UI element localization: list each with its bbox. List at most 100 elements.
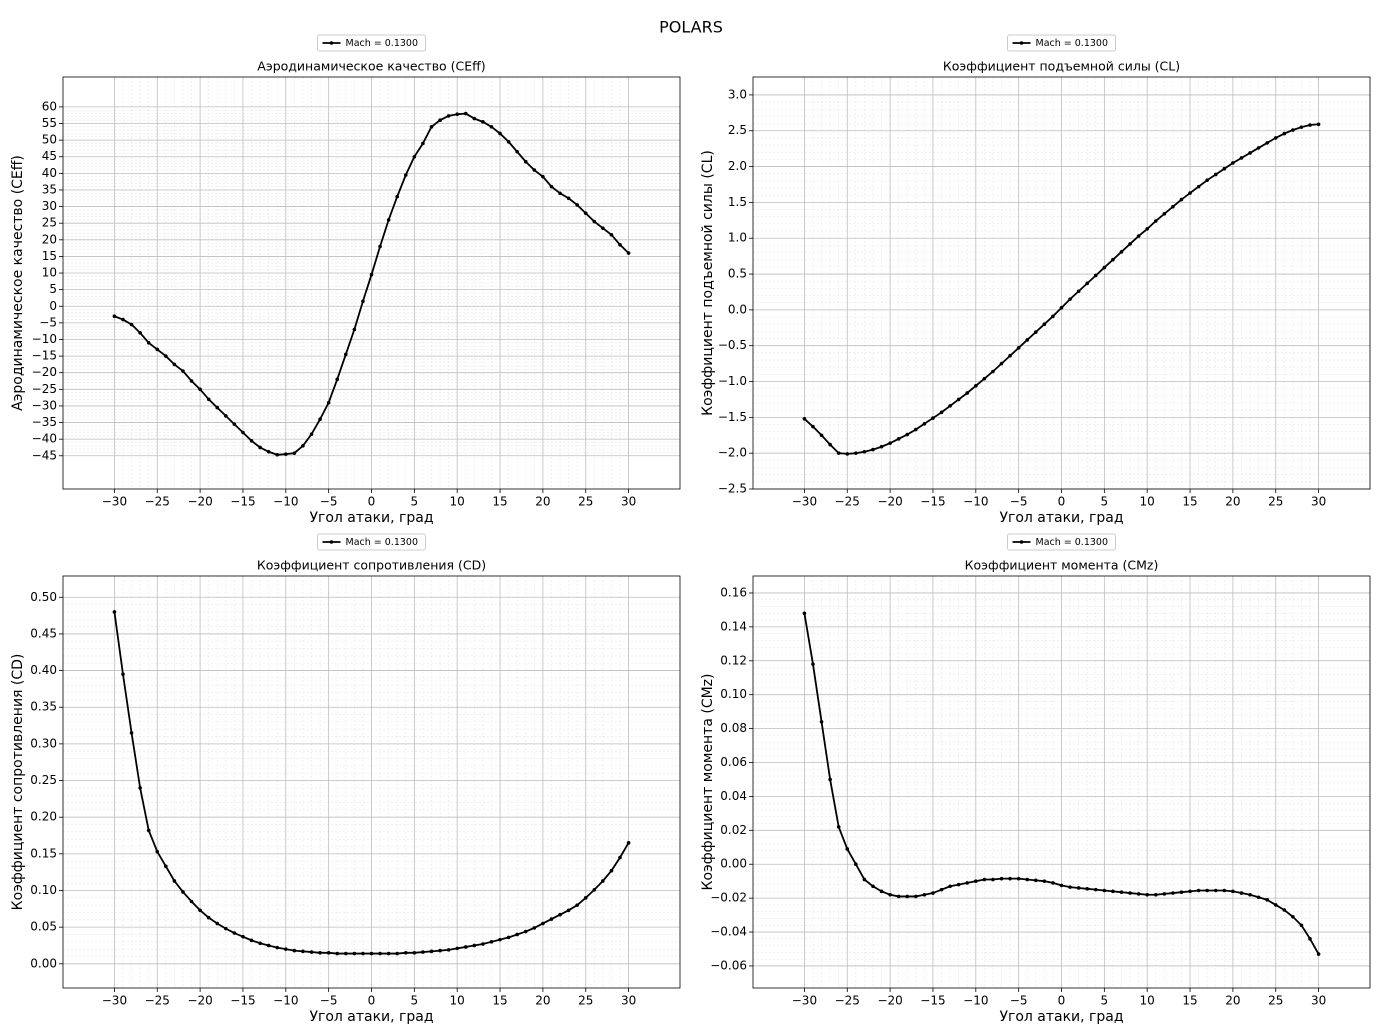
x-tick-label: 10 bbox=[1140, 495, 1155, 509]
point bbox=[549, 184, 554, 189]
point bbox=[931, 891, 935, 895]
x-tick-label: 25 bbox=[578, 994, 593, 1008]
point bbox=[1128, 242, 1132, 246]
point bbox=[819, 433, 824, 438]
y-tick-label: 50 bbox=[42, 133, 57, 147]
point bbox=[429, 949, 434, 954]
x-tick-label: 0 bbox=[1058, 495, 1066, 509]
y-tick-label: 0.35 bbox=[30, 700, 57, 714]
point bbox=[326, 951, 331, 955]
point bbox=[146, 341, 151, 345]
y-tick-label: 40 bbox=[42, 166, 57, 180]
point bbox=[189, 379, 194, 383]
y-tick-label: 0.08 bbox=[720, 721, 747, 735]
point bbox=[1051, 314, 1055, 319]
point bbox=[1076, 289, 1081, 294]
x-tick-label: 20 bbox=[1225, 495, 1240, 509]
legend-marker bbox=[1019, 41, 1024, 45]
legend-marker bbox=[329, 540, 334, 544]
point bbox=[541, 921, 545, 926]
point bbox=[854, 862, 858, 867]
point bbox=[181, 369, 185, 373]
x-tick-label: 5 bbox=[1101, 495, 1109, 509]
point bbox=[455, 946, 459, 951]
y-tick-label: −0.02 bbox=[710, 891, 747, 905]
point bbox=[523, 929, 528, 934]
point bbox=[215, 921, 220, 926]
figure-title: POLARS bbox=[659, 18, 723, 37]
point bbox=[601, 226, 605, 230]
point bbox=[1299, 125, 1304, 129]
point bbox=[1213, 888, 1218, 893]
point bbox=[896, 894, 901, 899]
point bbox=[284, 947, 288, 951]
x-tick-label: 5 bbox=[411, 495, 419, 509]
point bbox=[1291, 914, 1295, 919]
point bbox=[1316, 122, 1321, 127]
y-tick-label: −1.0 bbox=[718, 374, 747, 388]
point bbox=[1102, 888, 1107, 893]
y-tick-label: 0.14 bbox=[720, 619, 747, 633]
point bbox=[1136, 892, 1141, 896]
y-tick-label: −35 bbox=[32, 415, 57, 429]
point bbox=[1093, 273, 1098, 278]
point bbox=[845, 452, 850, 456]
y-tick-label: −2.5 bbox=[718, 482, 747, 496]
point bbox=[1016, 346, 1021, 350]
point bbox=[549, 917, 554, 921]
point bbox=[352, 327, 357, 332]
point bbox=[1231, 161, 1235, 165]
point bbox=[506, 935, 511, 940]
point bbox=[1153, 892, 1158, 897]
point bbox=[871, 884, 875, 889]
x-tick-label: −25 bbox=[835, 495, 860, 509]
x-tick-label: 25 bbox=[1268, 495, 1283, 509]
x-tick-label: 30 bbox=[621, 994, 636, 1008]
point bbox=[463, 945, 468, 949]
point bbox=[1025, 338, 1030, 342]
x-tick-label: −20 bbox=[877, 994, 902, 1008]
point bbox=[266, 449, 271, 454]
point bbox=[138, 786, 142, 790]
x-tick-label: 30 bbox=[621, 495, 636, 509]
x-axis-label: Угол атаки, град bbox=[309, 510, 433, 526]
y-tick-label: −40 bbox=[32, 432, 57, 446]
point bbox=[819, 720, 824, 724]
point bbox=[905, 432, 910, 437]
axes-title: Коэффициент сопротивления (CD) bbox=[257, 558, 486, 573]
axes-title: Коэффициент подъемной силы (CL) bbox=[943, 59, 1180, 74]
point bbox=[1119, 890, 1124, 895]
y-tick-label: −1.5 bbox=[718, 410, 747, 424]
point bbox=[1042, 879, 1047, 883]
x-tick-label: −30 bbox=[792, 495, 817, 509]
x-tick-label: −10 bbox=[963, 495, 988, 509]
x-tick-label: 15 bbox=[1182, 994, 1197, 1008]
y-tick-label: 0.00 bbox=[30, 956, 57, 970]
point bbox=[1162, 892, 1167, 896]
y-tick-label: 1.5 bbox=[728, 195, 747, 209]
legend-marker bbox=[1019, 540, 1024, 544]
point bbox=[318, 951, 322, 955]
point bbox=[879, 444, 884, 449]
point bbox=[489, 940, 494, 944]
point bbox=[1196, 184, 1201, 189]
point bbox=[609, 868, 614, 873]
y-tick-label: 2.0 bbox=[728, 159, 747, 173]
x-tick-label: 15 bbox=[1182, 495, 1197, 509]
x-tick-label: −30 bbox=[102, 495, 127, 509]
point bbox=[121, 672, 125, 677]
x-tick-label: −10 bbox=[963, 994, 988, 1008]
point bbox=[1308, 937, 1312, 941]
point bbox=[241, 430, 245, 435]
point bbox=[258, 941, 262, 946]
x-tick-label: 20 bbox=[1225, 994, 1240, 1008]
point bbox=[438, 118, 442, 122]
point bbox=[1171, 891, 1175, 895]
point bbox=[575, 903, 579, 907]
point bbox=[1128, 891, 1132, 895]
point bbox=[249, 938, 254, 943]
point bbox=[1153, 219, 1158, 223]
y-tick-label: 0.10 bbox=[720, 687, 747, 701]
point bbox=[446, 948, 451, 952]
point bbox=[198, 387, 202, 392]
